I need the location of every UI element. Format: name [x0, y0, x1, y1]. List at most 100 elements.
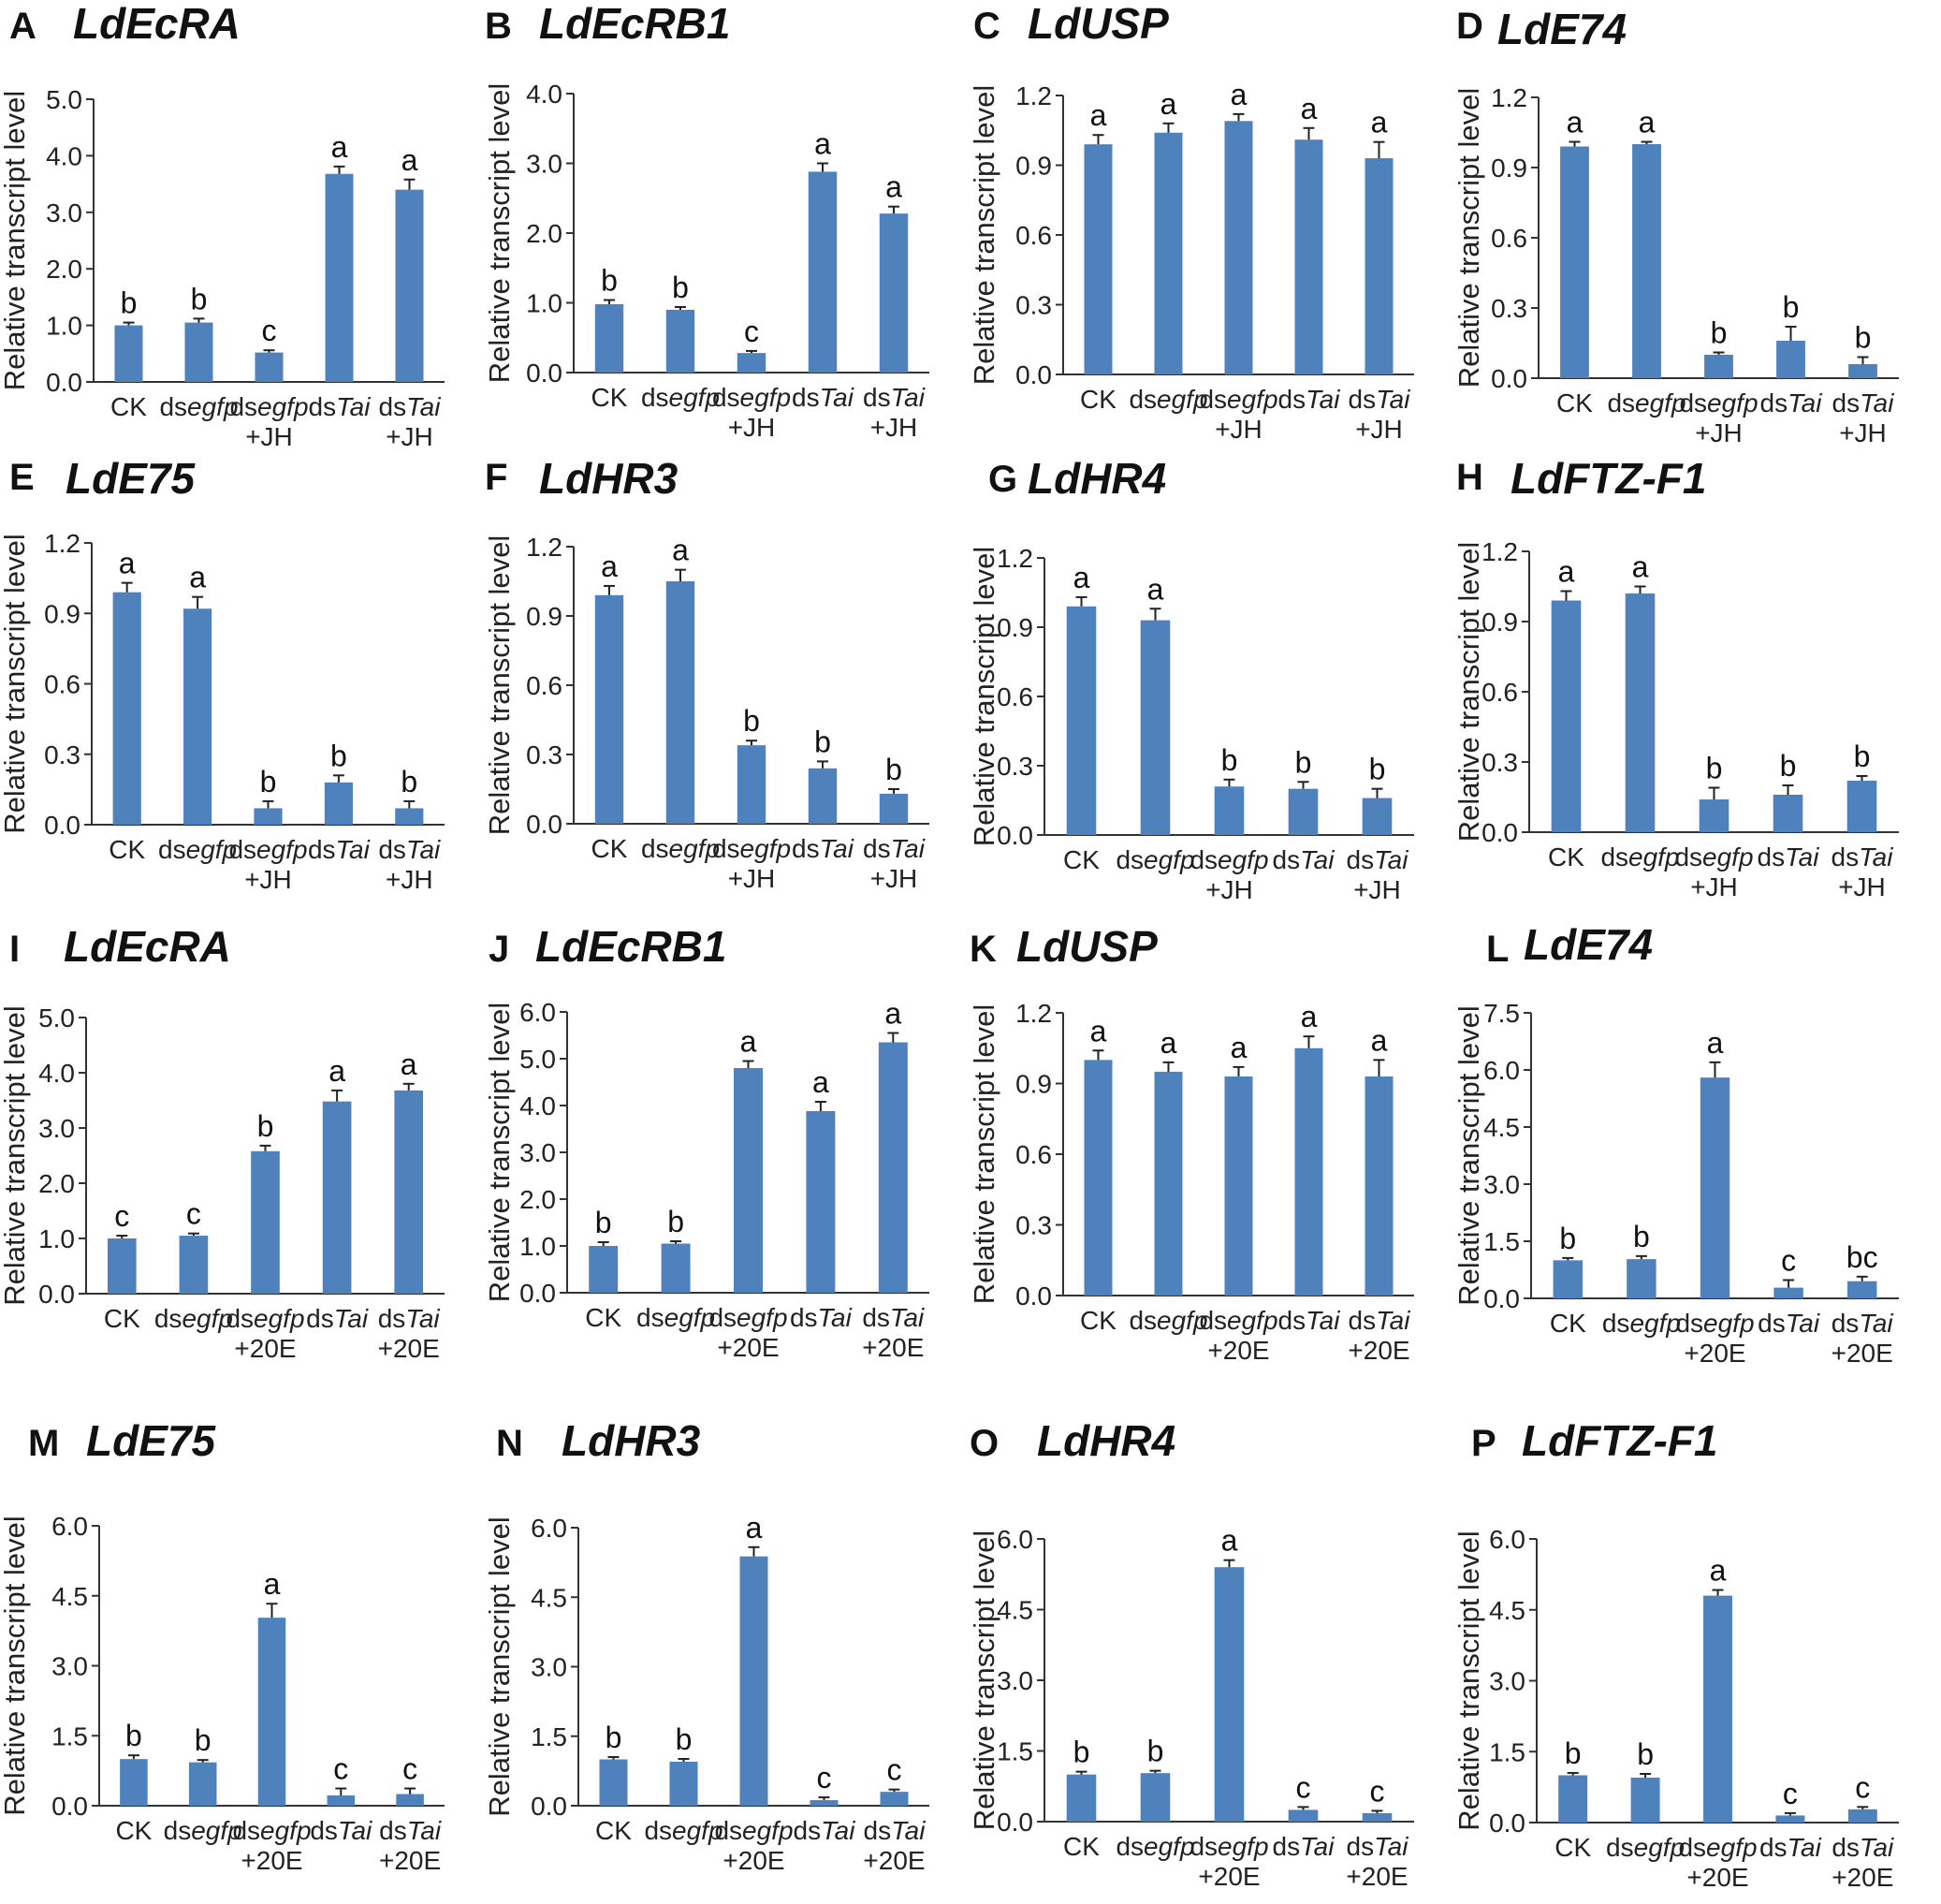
- category-label: CK: [109, 835, 145, 864]
- category-label: dsTai: [792, 834, 854, 863]
- significance-letter: b: [1295, 745, 1312, 779]
- y-tick-label: 0.0: [1491, 364, 1527, 393]
- y-tick-label: 5.0: [46, 85, 82, 114]
- y-tick-label: 4.0: [519, 1091, 556, 1120]
- bar: [589, 1246, 619, 1293]
- significance-letter: b: [885, 753, 902, 786]
- bar: [1140, 620, 1171, 835]
- category-label: dsTai: [1832, 388, 1895, 417]
- category-label: dsegfp: [229, 392, 308, 421]
- significance-letter: b: [260, 765, 277, 798]
- bar: [1773, 1287, 1803, 1298]
- significance-letter: a: [1632, 550, 1649, 584]
- y-tick-label: 0.6: [1015, 1140, 1052, 1169]
- significance-letter: b: [667, 1205, 684, 1238]
- significance-letter: a: [264, 1567, 281, 1601]
- significance-letter: a: [601, 549, 618, 583]
- bar: [1553, 1260, 1583, 1298]
- bar: [806, 1111, 836, 1293]
- panel-n: N LdHR3 Relative transcript level 0.0 1.5 3…: [483, 1406, 970, 1904]
- category-label: dsTai: [1278, 385, 1341, 414]
- y-tick-label: 0.3: [44, 740, 80, 769]
- category-label: dsegfp: [232, 1816, 311, 1845]
- significance-letter: a: [1090, 1014, 1107, 1047]
- bar: [669, 1761, 698, 1806]
- bar: [665, 581, 695, 824]
- bar: [661, 1243, 691, 1293]
- panel-title: LdE74: [1497, 5, 1627, 53]
- significance-letter: c: [1370, 1774, 1385, 1808]
- panel-title: LdE75: [86, 1416, 216, 1465]
- bar-chart-svg: Relative transcript level 0.0 1.0 2.0 3.0 4.0…: [0, 85, 445, 451]
- significance-letter: a: [1707, 1026, 1724, 1060]
- bar: [1224, 1076, 1253, 1296]
- bar-chart-svg: Relative transcript level 0.0 0.3 0.6 0.9 1.2…: [968, 78, 1414, 444]
- category-label: +JH: [1695, 418, 1743, 447]
- significance-letter: c: [1783, 1777, 1798, 1810]
- panel-c: C LdUSP Relative transcript level 0.0 0.3 0…: [968, 0, 1454, 459]
- category-label: +20E: [1198, 1862, 1260, 1891]
- significance-letter: b: [672, 271, 689, 304]
- category-label: +JH: [244, 865, 292, 894]
- panel-h: H LdFTZ-F1 Relative transcript level 0.0 0…: [1452, 455, 1939, 914]
- category-label: dsegfp: [1189, 845, 1268, 874]
- panel-letter: K: [970, 929, 997, 970]
- y-tick-label: 0.9: [44, 599, 80, 628]
- category-label: +20E: [378, 1334, 440, 1363]
- panel-title: LdE74: [1524, 920, 1654, 969]
- category-label: dsegfp: [226, 1304, 304, 1333]
- category-label: dsTai: [863, 383, 926, 412]
- panel-b: B LdEcRB1 Relative transcript level 0.0 1.…: [483, 0, 970, 459]
- significance-letter: a: [1073, 561, 1090, 594]
- category-label: dsegfp: [641, 383, 720, 412]
- bar: [1703, 1595, 1732, 1823]
- category-label: dsegfp: [644, 1816, 722, 1845]
- category-label: dsegfp: [714, 1816, 793, 1845]
- y-axis-title: Relative transcript level: [483, 1516, 516, 1816]
- significance-letter: a: [119, 547, 136, 580]
- bar: [183, 608, 212, 825]
- category-label: +JH: [870, 864, 918, 893]
- category-label: +JH: [728, 413, 776, 442]
- panel-letter: I: [9, 929, 21, 970]
- significance-letter: b: [1565, 1736, 1582, 1770]
- significance-letter: a: [1710, 1554, 1727, 1588]
- y-tick-label: 0.3: [526, 740, 562, 769]
- y-tick-label: 0.3: [997, 752, 1033, 781]
- y-tick-label: 0.0: [526, 359, 562, 388]
- category-label: dsegfp: [708, 1303, 787, 1332]
- y-axis-title: Relative transcript level: [968, 1531, 1000, 1830]
- category-label: CK: [1548, 842, 1584, 871]
- bar: [1773, 795, 1803, 832]
- significance-letter: c: [186, 1197, 201, 1231]
- category-label: +JH: [1839, 418, 1887, 447]
- y-tick-label: 0.0: [1481, 818, 1518, 847]
- y-tick-label: 2.0: [46, 255, 82, 284]
- category-label: dsegfp: [164, 1816, 242, 1845]
- bar: [1362, 798, 1393, 835]
- y-tick-label: 6.0: [997, 1525, 1033, 1554]
- bar: [1224, 121, 1253, 375]
- significance-letter: c: [262, 314, 277, 347]
- y-tick-label: 1.2: [1491, 83, 1527, 112]
- y-tick-label: 0.0: [531, 1792, 567, 1821]
- y-axis-title: Relative transcript level: [968, 547, 1000, 846]
- bar: [251, 1150, 280, 1294]
- bar: [254, 808, 283, 825]
- panel-letter: D: [1456, 6, 1483, 47]
- panel-letter: H: [1456, 457, 1483, 498]
- significance-letter: a: [328, 1054, 345, 1088]
- significance-letter: b: [676, 1722, 693, 1756]
- significance-letter: a: [1558, 555, 1575, 589]
- category-label: dsegfp: [154, 1304, 233, 1333]
- bar: [810, 1800, 839, 1806]
- y-axis-title: Relative transcript level: [0, 1005, 31, 1305]
- category-label: +JH: [1205, 875, 1253, 904]
- y-tick-label: 4.5: [1483, 1113, 1520, 1142]
- y-axis-title: Relative transcript level: [1452, 88, 1485, 388]
- panel-a: A LdEcRA Relative transcript level 0.0 1.0…: [0, 0, 485, 459]
- category-label: dsTai: [379, 392, 442, 421]
- y-tick-label: 0.6: [997, 682, 1033, 711]
- category-label: dsegfp: [1674, 842, 1753, 871]
